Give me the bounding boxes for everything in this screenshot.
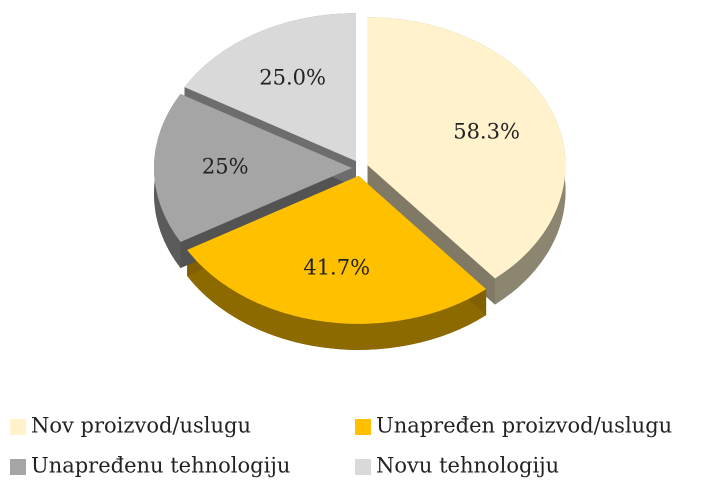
- legend-swatch: [10, 459, 26, 475]
- slice-side: [187, 249, 487, 350]
- legend-label: Nov proizvod/uslugu: [31, 414, 251, 438]
- data-label: 58.3%: [453, 119, 520, 143]
- slice-side: [184, 13, 356, 188]
- data-labels: 58.3% 41.7% 25% 25.0%: [202, 66, 520, 280]
- pie-tops: [154, 13, 566, 324]
- data-label: 25.0%: [259, 66, 326, 90]
- slice: [187, 175, 487, 324]
- slice: [367, 17, 566, 279]
- data-label: 41.7%: [303, 256, 370, 280]
- data-label: 25%: [202, 155, 249, 179]
- legend-swatch: [355, 419, 371, 435]
- slice: [184, 13, 356, 162]
- legend-swatch: [10, 419, 26, 435]
- legend-label: Novu tehnologiju: [376, 454, 559, 478]
- slice: [154, 94, 352, 242]
- legend-label: Unapređenu tehnologiju: [31, 454, 290, 478]
- legend: Nov proizvod/uslugu Unapređen proizvod/us…: [10, 414, 672, 478]
- legend-swatch: [355, 459, 371, 475]
- legend-label: Unapređen proizvod/uslugu: [376, 414, 672, 438]
